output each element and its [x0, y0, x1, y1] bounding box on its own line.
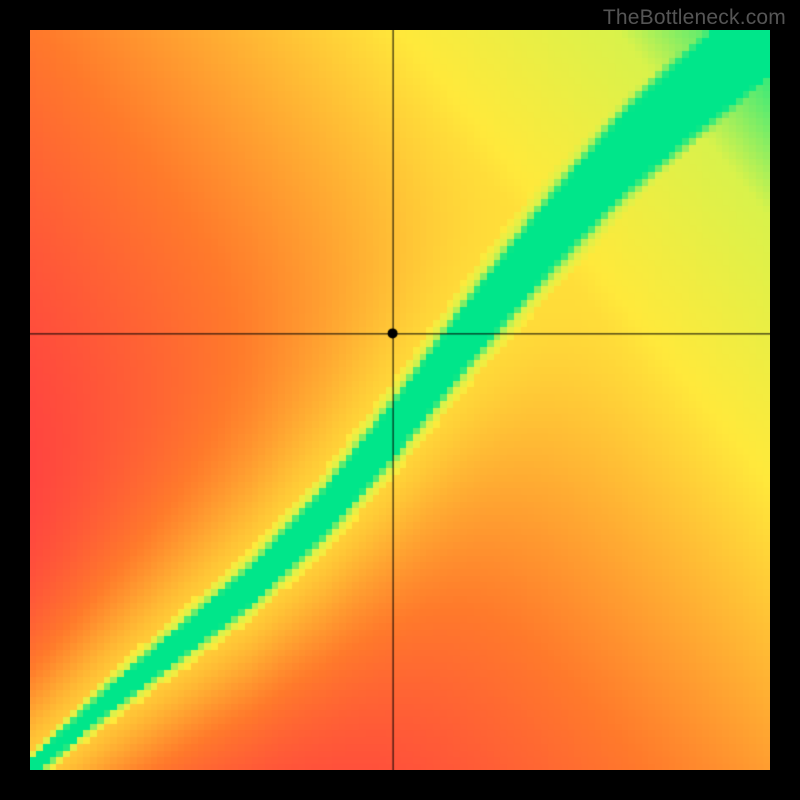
watermark-text: TheBottleneck.com — [603, 6, 786, 30]
heatmap-canvas — [30, 30, 770, 770]
chart-container: TheBottleneck.com — [0, 0, 800, 800]
plot-area — [30, 30, 770, 770]
